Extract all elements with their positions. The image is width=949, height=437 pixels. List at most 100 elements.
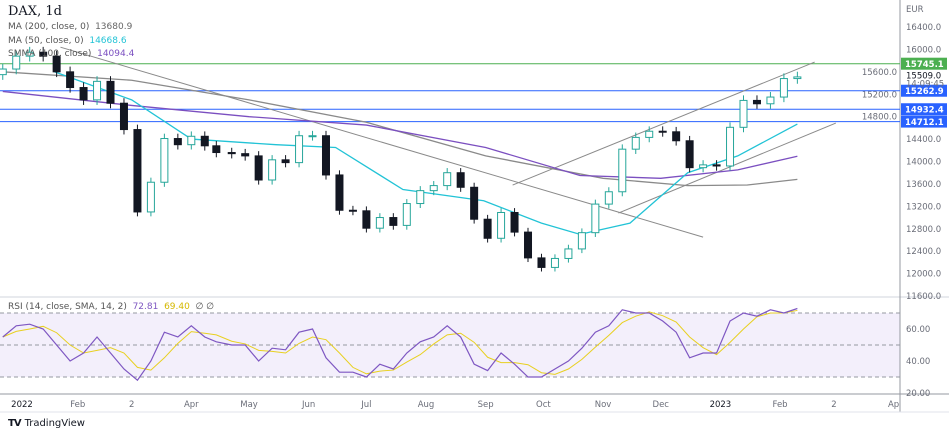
price-tick-label: 14400.0 bbox=[906, 135, 941, 145]
price-tick-label: 12400.0 bbox=[906, 247, 941, 257]
candle-body bbox=[39, 51, 48, 57]
smma-label: SMMA (100, close) bbox=[8, 49, 92, 59]
candle-body bbox=[604, 191, 613, 205]
price-tick-label: 16400.0 bbox=[906, 23, 941, 33]
time-tick-label: Nov bbox=[595, 400, 612, 410]
time-tick-label: Aug bbox=[418, 400, 435, 410]
last-price-label: 15509.0 bbox=[906, 72, 941, 82]
price-tick-label: 14000.0 bbox=[906, 158, 941, 168]
price-tick-label: 11600.0 bbox=[906, 292, 941, 302]
candle-body bbox=[429, 185, 438, 192]
time-tick-label: Ap bbox=[888, 400, 899, 410]
trendline bbox=[60, 46, 704, 238]
candle-body bbox=[348, 209, 357, 212]
rsi-value: 72.81 bbox=[132, 302, 159, 312]
candle-body bbox=[591, 203, 600, 234]
time-tick-label: Feb bbox=[70, 400, 85, 410]
candle-body bbox=[227, 152, 236, 155]
candle-body bbox=[456, 172, 465, 188]
candle-body bbox=[564, 248, 573, 259]
candle-body bbox=[254, 155, 263, 181]
candle-body bbox=[241, 153, 250, 157]
tradingview-brand[interactable]: TV TradingView bbox=[8, 418, 85, 429]
candle-body bbox=[672, 131, 681, 142]
legend-rsi[interactable]: RSI (14, close, SMA, 14, 2) 72.81 69.40 … bbox=[8, 302, 214, 312]
time-tick-label: Jul bbox=[360, 400, 371, 410]
time-tick-label: Feb bbox=[773, 400, 788, 410]
price-label-box bbox=[901, 57, 947, 70]
candle-body bbox=[173, 138, 182, 146]
price-label-text: 15745.1 bbox=[905, 60, 944, 70]
time-tick-label: 2023 bbox=[710, 400, 732, 410]
price-tick-label: 13600.0 bbox=[906, 180, 941, 190]
price-label-box bbox=[901, 115, 947, 128]
candle-body bbox=[295, 135, 304, 164]
rsi-sma-line bbox=[2, 309, 798, 375]
symbol-title[interactable]: DAX, 1d bbox=[8, 4, 62, 19]
candle-body bbox=[766, 96, 775, 105]
rsi-tick-label: 60.00 bbox=[906, 325, 930, 335]
candle-body bbox=[281, 159, 290, 164]
candle-body bbox=[12, 55, 21, 70]
rsi-line bbox=[2, 307, 798, 382]
candle-body bbox=[25, 51, 34, 57]
price-label-box bbox=[901, 103, 947, 116]
candle-body bbox=[752, 99, 761, 105]
candle-body bbox=[699, 164, 708, 169]
time-tick-label: 2 bbox=[129, 400, 134, 410]
time-tick-label: Jun bbox=[301, 400, 315, 410]
candle-body bbox=[550, 257, 559, 268]
candle-body bbox=[537, 257, 546, 268]
countdown-label: 14:09:45 bbox=[906, 80, 944, 90]
price-label-box bbox=[901, 84, 947, 97]
tradingview-logo-icon: TV bbox=[8, 418, 22, 429]
candle-body bbox=[146, 181, 155, 213]
ma200-line bbox=[2, 71, 798, 187]
price-tick-label: 15600.0 bbox=[862, 68, 897, 78]
legend-smma[interactable]: SMMA (100, close) 14094.4 bbox=[8, 49, 134, 59]
time-tick-label: Apr bbox=[184, 400, 199, 410]
candle-body bbox=[335, 174, 344, 211]
candle-body bbox=[631, 136, 640, 150]
price-tick-label: 15200.0 bbox=[862, 90, 897, 100]
candle-body bbox=[160, 138, 169, 183]
candle-body bbox=[106, 80, 115, 104]
candle-body bbox=[712, 164, 721, 167]
trendline bbox=[618, 122, 837, 214]
candle-body bbox=[268, 159, 277, 181]
candle-body bbox=[321, 135, 330, 176]
candle-body bbox=[66, 71, 75, 89]
ma200-label: MA (200, close, 0) bbox=[8, 22, 90, 32]
candle-body bbox=[443, 172, 452, 187]
candle-body bbox=[402, 203, 411, 226]
candle-body bbox=[389, 217, 398, 226]
ma50-value: 14668.6 bbox=[89, 36, 127, 46]
time-tick-label: May bbox=[240, 400, 258, 410]
time-tick-label: 2022 bbox=[11, 400, 33, 410]
candle-body bbox=[375, 217, 384, 229]
candle-body bbox=[645, 130, 654, 138]
candle-body bbox=[658, 130, 667, 133]
candle-body bbox=[685, 140, 694, 169]
time-tick-label: 2 bbox=[831, 400, 836, 410]
candle-body bbox=[212, 145, 221, 154]
candle-body bbox=[79, 87, 88, 101]
legend-ma50[interactable]: MA (50, close, 0) 14668.6 bbox=[8, 36, 127, 46]
time-tick-label: Dec bbox=[653, 400, 670, 410]
ma200-value: 13680.9 bbox=[95, 22, 133, 32]
smma-value: 14094.4 bbox=[97, 49, 135, 59]
price-label-text: 14932.4 bbox=[905, 106, 944, 116]
candle-body bbox=[739, 99, 748, 128]
candle-body bbox=[362, 210, 371, 229]
candle-body bbox=[52, 55, 61, 73]
price-tick-label: 13200.0 bbox=[906, 202, 941, 212]
candle-body bbox=[510, 211, 519, 233]
ma50-label: MA (50, close, 0) bbox=[8, 36, 84, 46]
legend-ma200[interactable]: MA (200, close, 0) 13680.9 bbox=[8, 22, 132, 32]
candle-body bbox=[726, 126, 735, 167]
candle-body bbox=[470, 186, 479, 220]
time-tick-label: Oct bbox=[536, 400, 551, 410]
price-tick-label: 14800.0 bbox=[862, 113, 897, 123]
